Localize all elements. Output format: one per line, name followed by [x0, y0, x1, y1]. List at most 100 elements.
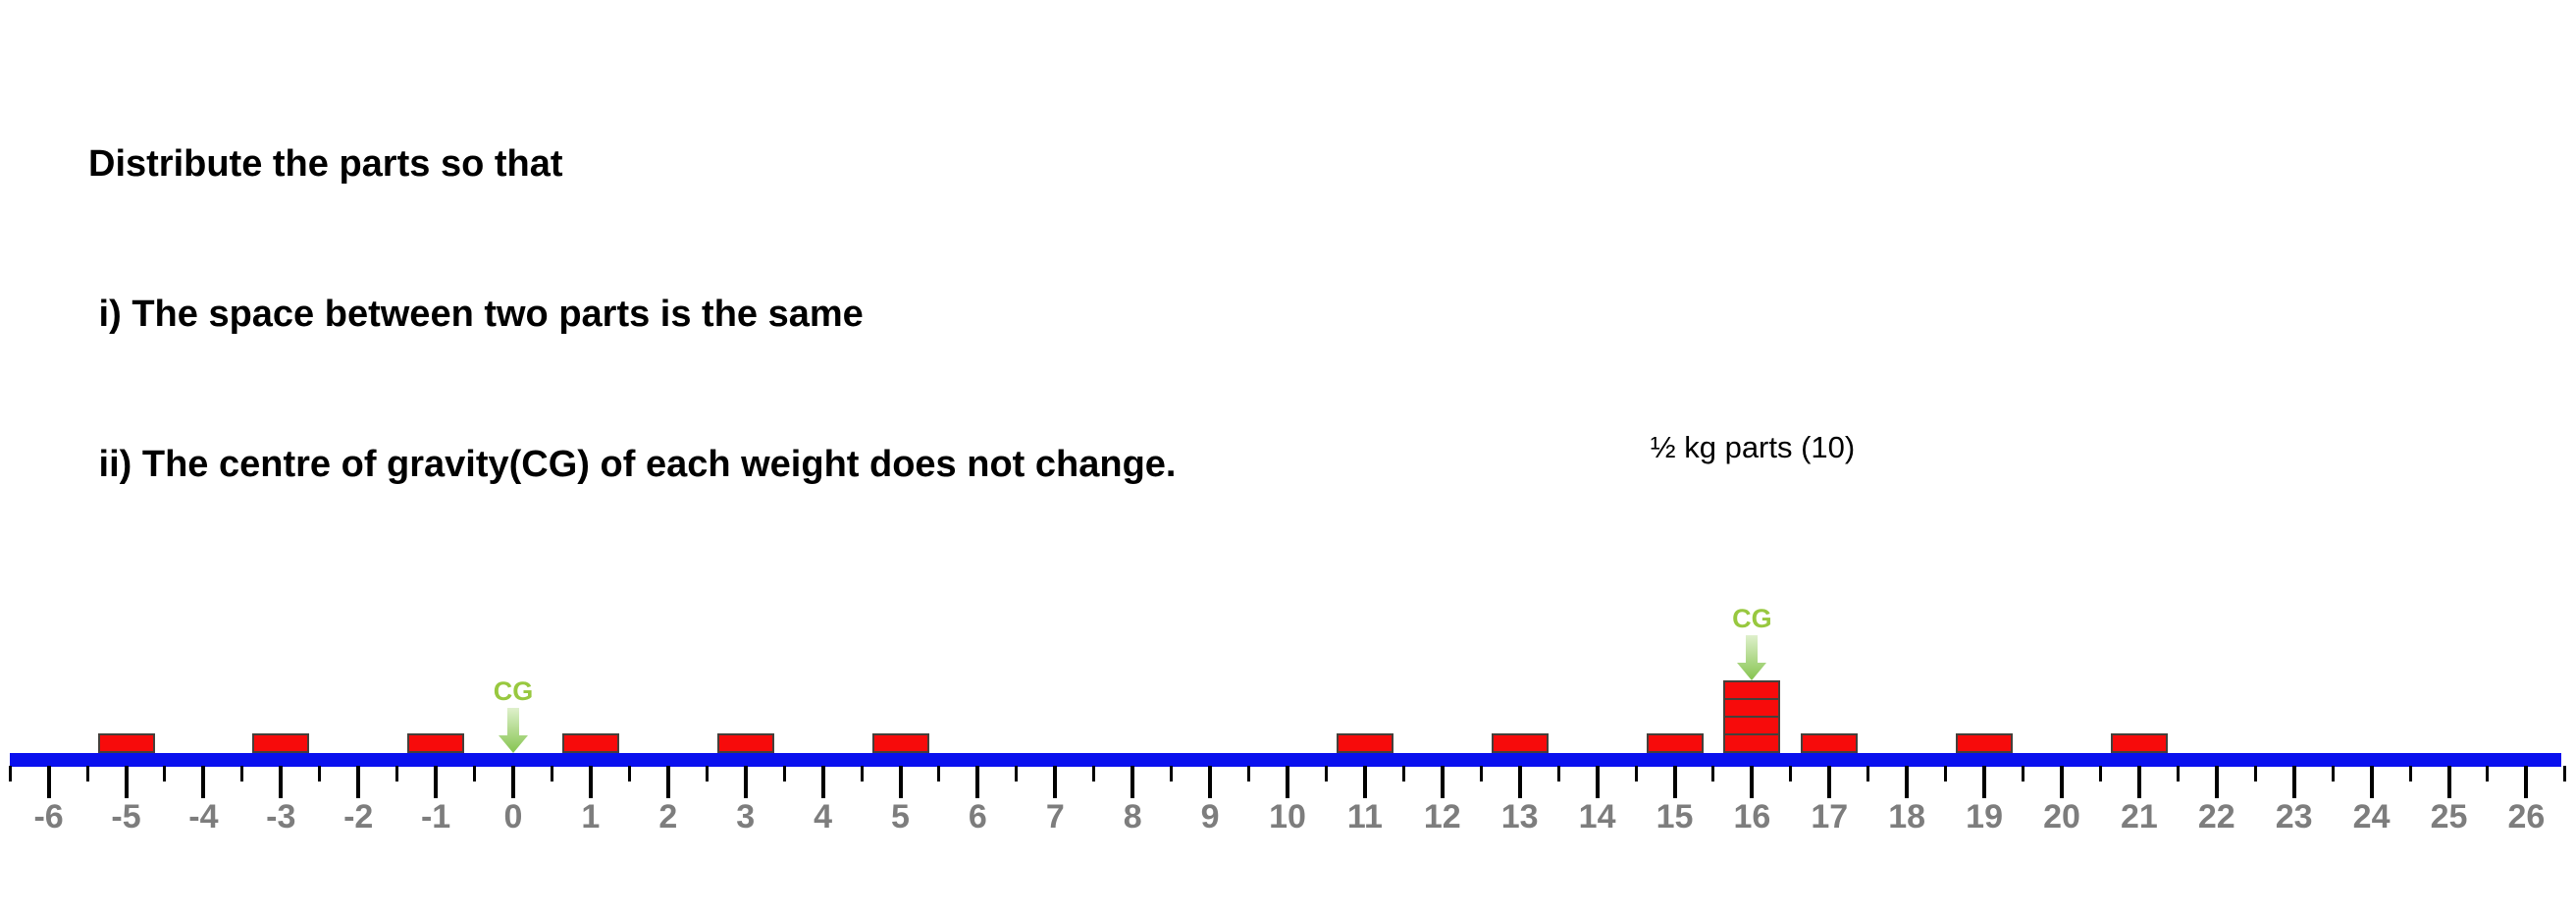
weight-part-block[interactable]: [1723, 698, 1781, 718]
major-tick: [1905, 766, 1910, 798]
major-tick: [588, 766, 593, 798]
cg-arrow-icon: [1737, 635, 1767, 680]
major-tick: [1827, 766, 1832, 798]
tick-number: 14: [1578, 798, 1616, 835]
weight-part-block[interactable]: [97, 733, 155, 753]
tick-number: 8: [1123, 798, 1142, 835]
cg-label: CG: [493, 676, 534, 706]
tick-number: 5: [891, 798, 910, 835]
major-tick: [434, 766, 439, 798]
minor-tick: [705, 766, 709, 781]
tick-number: 26: [2507, 798, 2546, 835]
tick-number: 1: [581, 798, 601, 835]
minor-tick: [2408, 766, 2412, 781]
instruction-line-2: i) The space between two parts is the sa…: [88, 294, 864, 335]
tick-number: 23: [2275, 798, 2313, 835]
major-tick: [1750, 766, 1755, 798]
minor-tick: [318, 766, 322, 781]
major-tick: [665, 766, 670, 798]
tick-number: 19: [1966, 798, 2003, 835]
minor-tick: [85, 766, 89, 781]
weight-part-block[interactable]: [1723, 680, 1781, 700]
major-tick: [743, 766, 748, 798]
tick-number: 4: [814, 798, 833, 835]
minor-tick: [473, 766, 477, 781]
major-tick: [279, 766, 284, 798]
minor-tick: [1634, 766, 1638, 781]
tick-number: -4: [188, 798, 219, 835]
major-tick: [46, 766, 51, 798]
minor-tick: [1866, 766, 1870, 781]
weight-part-block[interactable]: [871, 733, 929, 753]
weight-part-block[interactable]: [1956, 733, 2014, 753]
minor-tick: [782, 766, 786, 781]
minor-tick: [1247, 766, 1251, 781]
major-tick: [1053, 766, 1058, 798]
major-tick: [2369, 766, 2374, 798]
major-tick: [356, 766, 361, 798]
tick-number: 15: [1656, 798, 1694, 835]
minor-tick: [2486, 766, 2490, 781]
minor-tick: [2253, 766, 2257, 781]
weight-part-block[interactable]: [1491, 733, 1549, 753]
major-tick: [511, 766, 515, 798]
tick-number: 2: [658, 798, 678, 835]
minor-tick: [2331, 766, 2335, 781]
weight-part-block[interactable]: [1723, 733, 1781, 753]
instructions-text: Distribute the parts so that i) The spac…: [88, 39, 1176, 540]
tick-number: 11: [1346, 798, 1383, 835]
weight-part-block[interactable]: [2110, 733, 2168, 753]
major-tick: [2060, 766, 2064, 798]
major-tick: [2446, 766, 2451, 798]
major-tick: [2214, 766, 2219, 798]
minor-tick: [2022, 766, 2025, 781]
major-tick: [1982, 766, 1987, 798]
major-tick: [1672, 766, 1677, 798]
weight-part-block[interactable]: [1336, 733, 1393, 753]
major-tick: [1595, 766, 1600, 798]
tick-number: 22: [2197, 798, 2235, 835]
minor-tick: [1944, 766, 1948, 781]
minor-tick: [1092, 766, 1096, 781]
weight-part-block[interactable]: [252, 733, 310, 753]
tick-number: 6: [968, 798, 987, 835]
weight-part-block[interactable]: [1646, 733, 1704, 753]
minor-tick: [627, 766, 631, 781]
instruction-line-1: Distribute the parts so that: [88, 143, 563, 185]
number-line-bar: [10, 753, 2561, 767]
major-tick: [1286, 766, 1289, 798]
tick-number: -3: [266, 798, 296, 835]
tick-number: 12: [1423, 798, 1461, 835]
tick-number: 0: [503, 798, 523, 835]
tick-number: 9: [1200, 798, 1220, 835]
minor-tick: [163, 766, 167, 781]
weight-part-block[interactable]: [561, 733, 619, 753]
major-tick: [1440, 766, 1445, 798]
minor-tick: [8, 766, 12, 781]
tick-number: 3: [736, 798, 756, 835]
minor-tick: [395, 766, 399, 781]
weight-part-block[interactable]: [1723, 716, 1781, 735]
major-tick: [1362, 766, 1367, 798]
tick-number: -5: [111, 798, 141, 835]
weight-part-block[interactable]: [716, 733, 774, 753]
weight-part-block[interactable]: [1801, 733, 1859, 753]
tick-number: 16: [1733, 798, 1771, 835]
minor-tick: [937, 766, 941, 781]
weight-part-block[interactable]: [407, 733, 465, 753]
right-weight-parts-label: ½ kg parts (10): [1650, 430, 1856, 464]
tick-number: 17: [1811, 798, 1849, 835]
minor-tick: [2563, 766, 2567, 781]
minor-tick: [550, 766, 553, 781]
tick-number: 13: [1500, 798, 1539, 835]
major-tick: [2291, 766, 2296, 798]
tick-number: -6: [33, 798, 64, 835]
tick-number: 10: [1269, 798, 1306, 835]
minor-tick: [1015, 766, 1019, 781]
tick-number: 18: [1888, 798, 1926, 835]
cg-label: CG: [1732, 604, 1772, 633]
minor-tick: [2098, 766, 2102, 781]
tick-number: 21: [2120, 798, 2158, 835]
tick-number: 25: [2430, 798, 2468, 835]
